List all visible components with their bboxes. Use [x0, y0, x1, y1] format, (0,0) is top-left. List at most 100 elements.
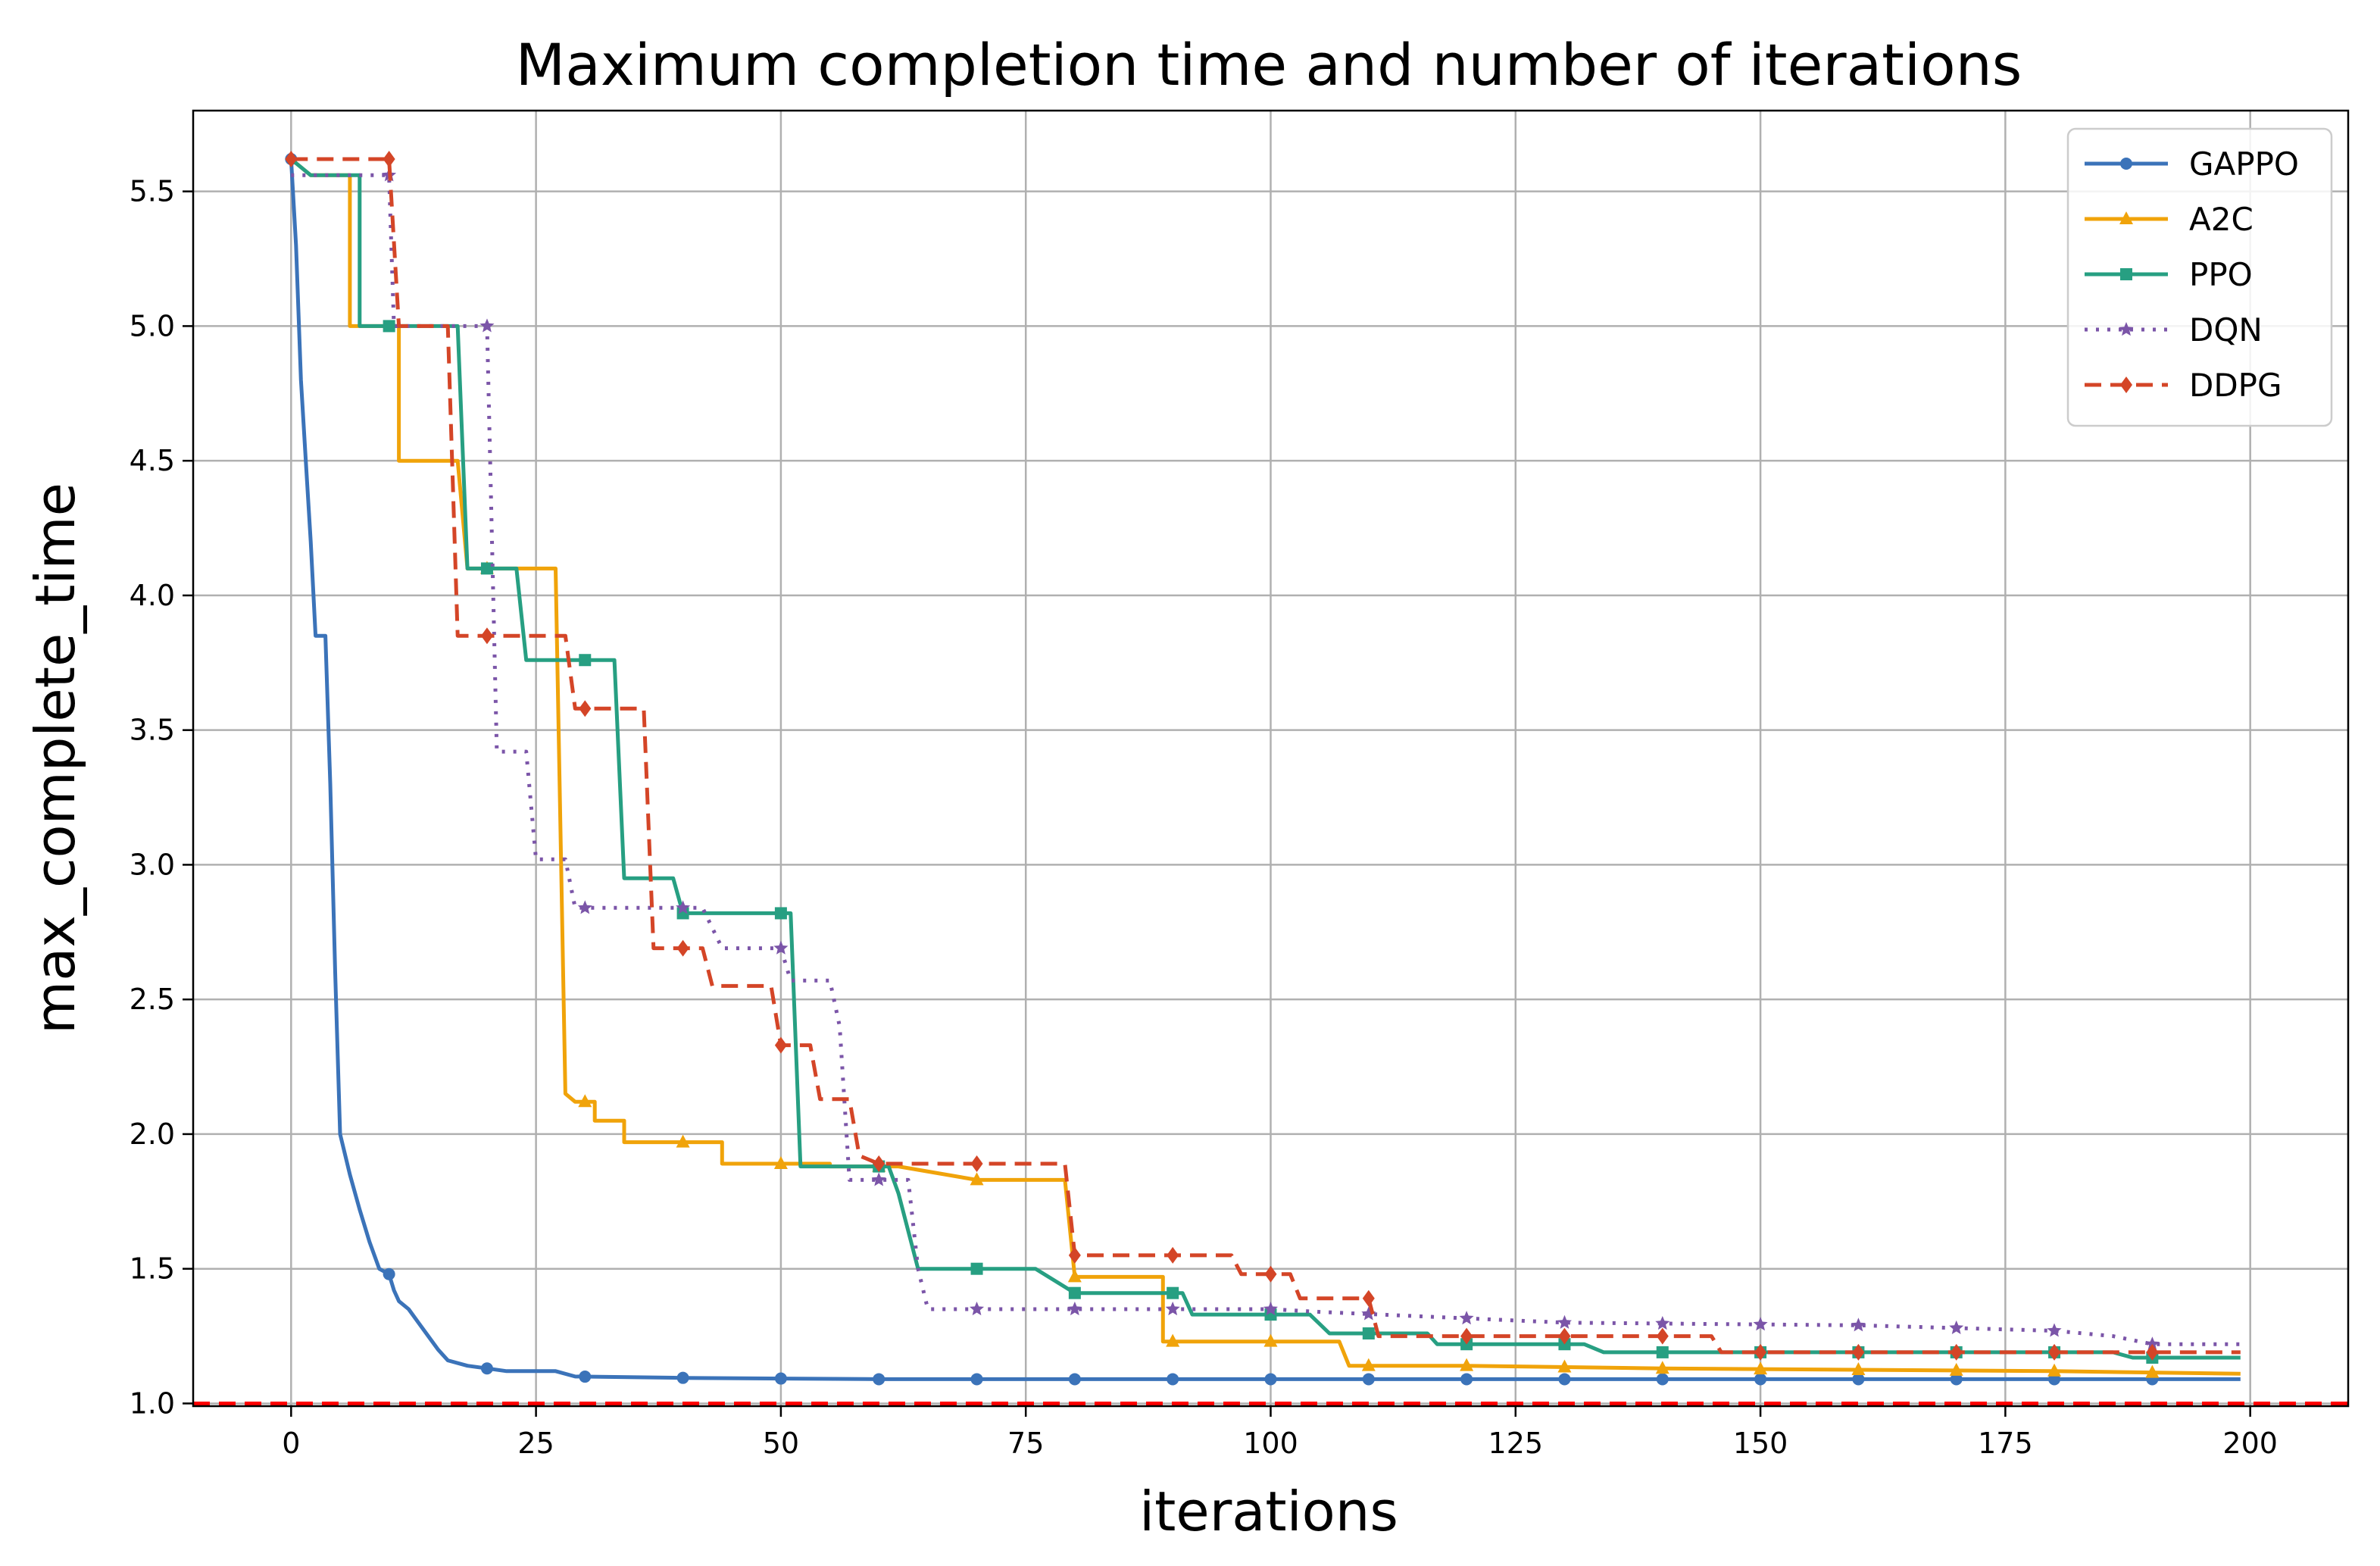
data-point-gappo [1362, 1373, 1375, 1386]
x-tick-label: 175 [1978, 1427, 2033, 1460]
y-axis-label: max_complete_time [23, 483, 87, 1034]
series-ppo [289, 158, 2241, 1364]
data-point-ddpg [383, 150, 395, 167]
data-point-ddpg [1167, 1246, 1179, 1264]
data-point-gappo [383, 1267, 395, 1280]
data-point-dqn [871, 1172, 886, 1186]
data-point-a2c [970, 1172, 984, 1186]
legend-marker-a2c [2119, 211, 2133, 224]
data-point-dqn [773, 940, 789, 955]
legend-label-ppo: PPO [2189, 256, 2253, 293]
data-point-a2c [1949, 1362, 1963, 1376]
data-point-ddpg [1460, 1327, 1473, 1345]
data-point-ppo [480, 562, 493, 575]
data-point-a2c [578, 1094, 592, 1108]
y-tick-label: 5.5 [130, 175, 175, 208]
x-tick-label: 125 [1488, 1427, 1544, 1460]
data-point-ppo [383, 320, 395, 333]
data-point-gappo [970, 1373, 983, 1386]
series-ddpg [285, 150, 2241, 1361]
data-point-gappo [480, 1362, 493, 1375]
data-point-gappo [1167, 1373, 1179, 1386]
series-dqn [291, 167, 2241, 1351]
y-tick-label: 2.0 [130, 1117, 175, 1151]
data-point-dqn [676, 900, 691, 914]
data-point-a2c [2047, 1363, 2062, 1377]
y-tick-label: 1.0 [130, 1386, 175, 1420]
x-axis-label: iterations [1139, 1480, 1398, 1543]
x-tick-label: 75 [1007, 1427, 1044, 1460]
data-point-a2c [1067, 1269, 1082, 1283]
legend-label-ddpg: DDPG [2189, 367, 2282, 404]
data-point-gappo [1950, 1373, 1963, 1386]
data-point-gappo [1852, 1373, 1865, 1386]
data-point-gappo [1656, 1373, 1669, 1386]
y-tick-label: 2.5 [130, 983, 175, 1016]
series-line-a2c [289, 158, 2241, 1376]
data-point-dqn [1949, 1320, 1964, 1334]
data-point-gappo [1460, 1373, 1473, 1386]
data-point-gappo [774, 1372, 787, 1385]
data-point-a2c [1166, 1333, 1180, 1347]
data-point-ddpg [970, 1155, 983, 1173]
legend-label-a2c: A2C [2189, 201, 2254, 238]
legend-marker-dqn [2119, 322, 2134, 336]
x-tick-label: 0 [282, 1427, 300, 1460]
data-point-ddpg [2048, 1343, 2061, 1361]
data-point-gappo [1068, 1373, 1081, 1386]
data-point-ddpg [1754, 1343, 1767, 1361]
data-point-gappo [1754, 1373, 1767, 1386]
data-point-a2c [676, 1134, 690, 1148]
data-point-ddpg [1264, 1265, 1277, 1283]
series-line-ddpg [291, 157, 2241, 1355]
data-point-a2c [1361, 1358, 1376, 1371]
data-point-dqn [1165, 1302, 1180, 1316]
series-line-dqn [291, 173, 2241, 1346]
data-point-ddpg [480, 627, 493, 645]
data-point-ppo [970, 1262, 983, 1275]
grid [193, 111, 2348, 1406]
data-point-dqn [479, 318, 495, 333]
legend-marker-gappo [2120, 158, 2132, 170]
data-point-dqn [1263, 1302, 1278, 1316]
data-point-ddpg [1656, 1327, 1669, 1345]
data-point-a2c [1655, 1361, 1669, 1374]
y-tick-label: 3.5 [130, 714, 175, 747]
data-point-a2c [2145, 1364, 2160, 1378]
data-point-gappo [1558, 1373, 1571, 1386]
data-point-ddpg [873, 1155, 885, 1173]
data-point-a2c [1263, 1333, 1278, 1347]
data-point-dqn [1753, 1317, 1768, 1331]
series-layer [285, 150, 2241, 1386]
data-point-ppo [774, 907, 787, 920]
data-point-a2c [1754, 1361, 1768, 1375]
legend-marker-ppo [2120, 268, 2132, 280]
legend: GAPPO A2C PPO DQN DDPG [2066, 127, 2333, 427]
series-line-ppo [289, 158, 2241, 1360]
legend-label-dqn: DQN [2189, 311, 2263, 349]
x-tick-label: 200 [2222, 1427, 2278, 1460]
data-point-gappo [676, 1371, 689, 1384]
data-point-ppo [1068, 1286, 1081, 1299]
y-tick-label: 5.0 [130, 309, 175, 342]
data-point-ddpg [676, 939, 689, 957]
data-point-dqn [1557, 1314, 1572, 1329]
x-tick-label: 150 [1733, 1427, 1788, 1460]
data-point-ddpg [285, 150, 298, 167]
chart-title: Maximum completion time and number of it… [516, 31, 2022, 98]
data-point-dqn [1851, 1318, 1866, 1332]
data-point-ppo [1656, 1346, 1669, 1358]
legend-label-gappo: GAPPO [2189, 145, 2299, 183]
x-tick-label: 50 [763, 1427, 799, 1460]
data-point-ddpg [1362, 1289, 1375, 1307]
data-point-ddpg [1068, 1246, 1081, 1264]
data-point-dqn [1361, 1306, 1376, 1321]
data-point-dqn [1459, 1311, 1474, 1325]
data-point-dqn [1655, 1316, 1670, 1330]
data-point-dqn [577, 900, 592, 914]
data-point-ppo [579, 654, 592, 667]
data-point-gappo [873, 1373, 885, 1386]
data-point-dqn [1067, 1302, 1082, 1316]
